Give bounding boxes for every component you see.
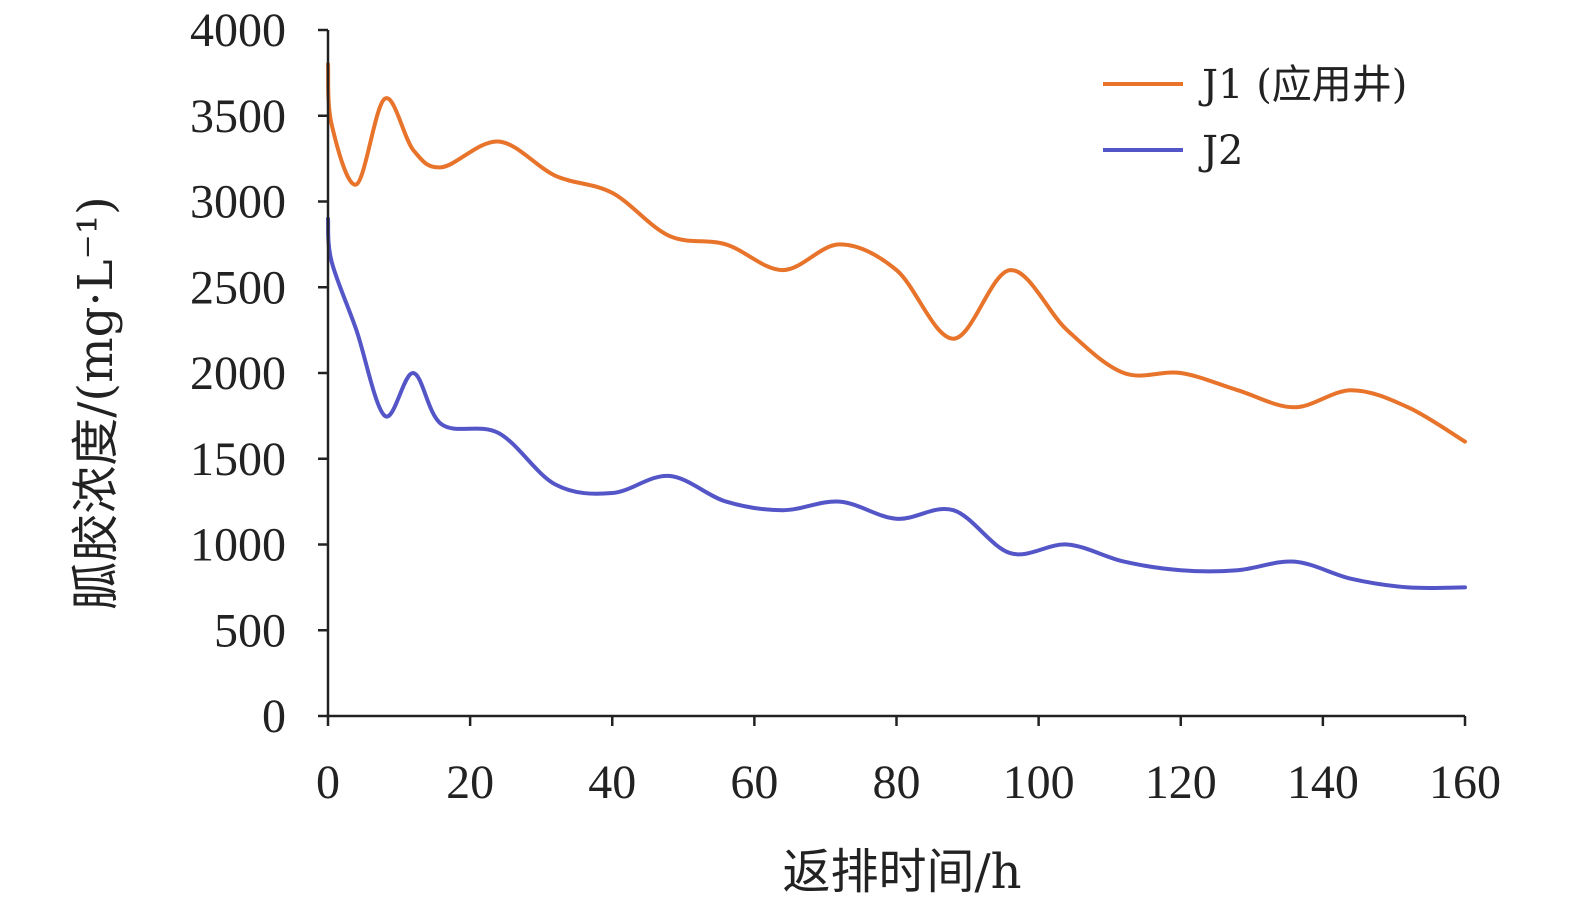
- y-axis-ticks: 0 500 1000 1500 2000 2500 3000 3500 4000: [190, 4, 328, 743]
- y-tick-label: 2000: [190, 347, 286, 400]
- series-line-2: [326, 216, 1467, 591]
- x-tick-label: 60: [730, 756, 778, 809]
- x-tick-label: 160: [1429, 756, 1501, 809]
- x-tick-label: 40: [588, 756, 636, 809]
- x-axis-title: 返排时间/h: [782, 844, 1021, 900]
- series-line-1: [326, 62, 1467, 444]
- y-tick-label: 1500: [190, 433, 286, 486]
- y-tick-label: 3000: [190, 176, 286, 229]
- y-tick-label: 2500: [190, 261, 286, 314]
- x-tick-label: 100: [1003, 756, 1075, 809]
- x-tick-label: 0: [316, 756, 340, 809]
- legend-label: J2: [1198, 128, 1243, 174]
- x-axis-ticks: 0 20 40 60 80 100 120 140 160: [316, 716, 1501, 809]
- y-tick-label: 3500: [190, 90, 286, 143]
- y-axis-title: 胍胶浓度/(mg·L⁻¹): [68, 196, 124, 610]
- legend: J1 (应用井) J2: [1103, 62, 1407, 174]
- legend-label: J1 (应用井): [1198, 62, 1407, 108]
- x-tick-label: 20: [446, 756, 494, 809]
- y-tick-label: 1000: [190, 519, 286, 572]
- y-tick-label: 4000: [190, 4, 286, 57]
- y-tick-label: 500: [214, 604, 286, 657]
- x-tick-label: 80: [873, 756, 921, 809]
- x-tick-label: 140: [1287, 756, 1359, 809]
- y-tick-label: 0: [262, 690, 286, 743]
- x-tick-label: 120: [1145, 756, 1217, 809]
- series-layer: [326, 62, 1467, 591]
